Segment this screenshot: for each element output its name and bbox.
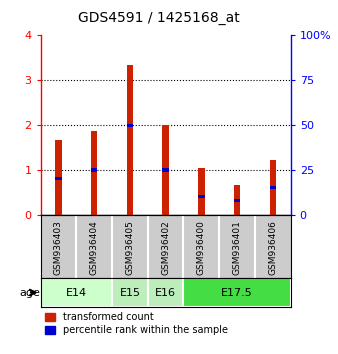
Bar xyxy=(148,278,184,308)
Text: E17.5: E17.5 xyxy=(221,287,253,298)
Bar xyxy=(234,185,240,215)
Bar xyxy=(270,186,276,189)
Bar xyxy=(234,199,240,202)
Bar xyxy=(55,140,62,215)
Text: E15: E15 xyxy=(119,287,140,298)
Bar xyxy=(198,195,204,199)
Bar xyxy=(55,177,62,181)
Bar xyxy=(198,168,204,215)
Bar xyxy=(41,278,112,308)
Text: GSM936402: GSM936402 xyxy=(161,220,170,275)
Bar xyxy=(270,160,276,215)
Legend: transformed count, percentile rank within the sample: transformed count, percentile rank withi… xyxy=(45,312,228,335)
Bar xyxy=(162,125,169,215)
Text: age: age xyxy=(20,287,41,298)
Text: GDS4591 / 1425168_at: GDS4591 / 1425168_at xyxy=(78,11,240,25)
Bar xyxy=(91,131,97,215)
Text: GSM936401: GSM936401 xyxy=(233,220,242,275)
Text: E14: E14 xyxy=(66,287,87,298)
Bar xyxy=(184,278,291,308)
Bar xyxy=(112,278,148,308)
Text: E16: E16 xyxy=(155,287,176,298)
Text: GSM936406: GSM936406 xyxy=(268,220,277,275)
Text: GSM936403: GSM936403 xyxy=(54,220,63,275)
Bar xyxy=(127,65,133,215)
Text: GSM936400: GSM936400 xyxy=(197,220,206,275)
Bar xyxy=(91,169,97,172)
Text: GSM936405: GSM936405 xyxy=(125,220,135,275)
Bar xyxy=(162,169,169,172)
Text: GSM936404: GSM936404 xyxy=(90,220,99,275)
Bar xyxy=(127,124,133,127)
